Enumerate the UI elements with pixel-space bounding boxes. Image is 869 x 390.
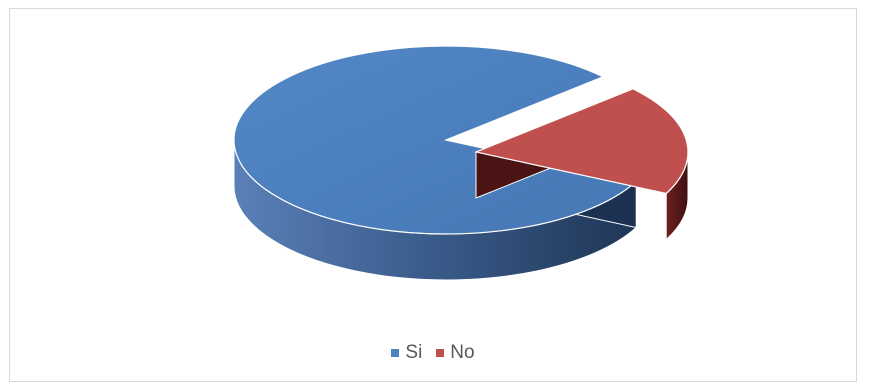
legend-label-no: No — [450, 342, 475, 363]
slice-no — [473, 88, 689, 241]
legend-label-si: Si — [405, 342, 423, 363]
legend-item-si: Si — [391, 342, 422, 364]
chart-legend: Si No — [10, 342, 856, 364]
pie-chart — [233, 45, 689, 281]
legend-swatch-no — [436, 349, 445, 357]
legend-swatch-si — [391, 349, 400, 357]
chart-area: Si No — [9, 8, 857, 382]
legend-item-no: No — [436, 342, 475, 364]
